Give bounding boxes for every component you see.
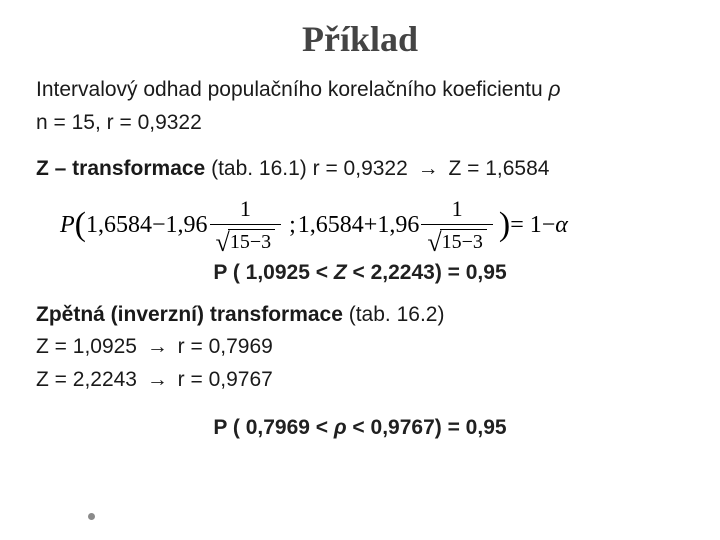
formula-eq: = 1− [510, 212, 555, 239]
rho-result-b: < 0,9767) = 0,95 [347, 416, 507, 439]
z-transform-line: Z – transformace (tab. 16.1) r = 0,9322 … [36, 153, 684, 186]
formula-lparen: ( [75, 206, 86, 244]
root-a1: 15 [230, 231, 250, 254]
inverse-ref: (tab. 16.2) [349, 303, 445, 326]
inv2-a: Z = 2,2243 [36, 368, 143, 391]
root-b1: 3 [261, 231, 271, 254]
frac2-num: 1 [446, 196, 469, 224]
arrow-icon: → [414, 157, 443, 180]
arrow-icon: → [143, 335, 172, 358]
rho-interval-result: P ( 0,7969 < ρ < 0,9767) = 0,95 [36, 416, 684, 440]
frac1-num: 1 [234, 196, 257, 224]
z-transform-value: Z = 1,6584 [443, 157, 550, 180]
rho-symbol: ρ [549, 78, 561, 101]
frac1-den: √ 15−3 [210, 224, 282, 255]
root-a2: 15 [442, 231, 462, 254]
z-result-a: P ( 1,0925 < [213, 261, 333, 284]
formula-minus1: − [152, 212, 166, 239]
inverse-transform-line: Zpětná (inverzní) transformace (tab. 16.… [36, 299, 684, 332]
slide-decor-dot [88, 513, 95, 520]
inv2-b: r = 0,9767 [172, 368, 273, 391]
formula-frac1: 1 √ 15−3 [210, 196, 282, 255]
z-result-var: Z [334, 261, 347, 284]
intro-text: Intervalový odhad populačního korelačníh… [36, 78, 549, 101]
rho-result-var: ρ [334, 416, 347, 439]
formula-plus: + [364, 212, 378, 239]
frac2-den: √ 15−3 [421, 224, 493, 255]
radical-icon: √ [216, 230, 230, 256]
slide-title: Příklad [36, 18, 684, 60]
root-minus2: − [462, 231, 473, 254]
inv1-b: r = 0,7969 [172, 335, 273, 358]
inverse-map-1: Z = 1,0925 → r = 0,7969 [36, 331, 684, 364]
rho-result-a: P ( 0,7969 < [213, 416, 333, 439]
probability-formula: P ( 1,6584 − 1,96 1 √ 15−3 ; 1,6584 + 1,… [60, 196, 684, 255]
sqrt2: √ 15−3 [427, 229, 487, 255]
z-transform-label: Z – transformace [36, 157, 211, 180]
inv1-a: Z = 1,0925 [36, 335, 143, 358]
formula-zcrit1: 1,96 [166, 212, 208, 239]
sqrt1: √ 15−3 [216, 229, 276, 255]
formula-sep: ; [283, 212, 298, 239]
formula-zcrit2: 1,96 [377, 212, 419, 239]
arrow-icon: → [143, 368, 172, 391]
root-minus1: − [250, 231, 261, 254]
formula-term1: 1,6584 [86, 212, 152, 239]
intro-line-1: Intervalový odhad populačního korelačníh… [36, 74, 684, 107]
radicand1: 15−3 [228, 229, 275, 255]
formula-P: P [60, 212, 75, 239]
intro-line-2: n = 15, r = 0,9322 [36, 107, 684, 140]
formula-rparen: ) [495, 206, 510, 244]
radicand2: 15−3 [440, 229, 487, 255]
root-b2: 3 [473, 231, 483, 254]
z-result-b: < 2,2243) = 0,95 [347, 261, 507, 284]
radical-icon: √ [427, 230, 441, 256]
alpha-symbol: α [555, 212, 568, 239]
inverse-map-2: Z = 2,2243 → r = 0,9767 [36, 364, 684, 397]
formula-term2: 1,6584 [298, 212, 364, 239]
z-transform-ref: (tab. 16.1) r = 0,9322 [211, 157, 414, 180]
formula-frac2: 1 √ 15−3 [421, 196, 493, 255]
inverse-label: Zpětná (inverzní) transformace [36, 303, 349, 326]
z-interval-result: P ( 1,0925 < Z < 2,2243) = 0,95 [36, 261, 684, 285]
slide: Příklad Intervalový odhad populačního ko… [0, 0, 720, 540]
